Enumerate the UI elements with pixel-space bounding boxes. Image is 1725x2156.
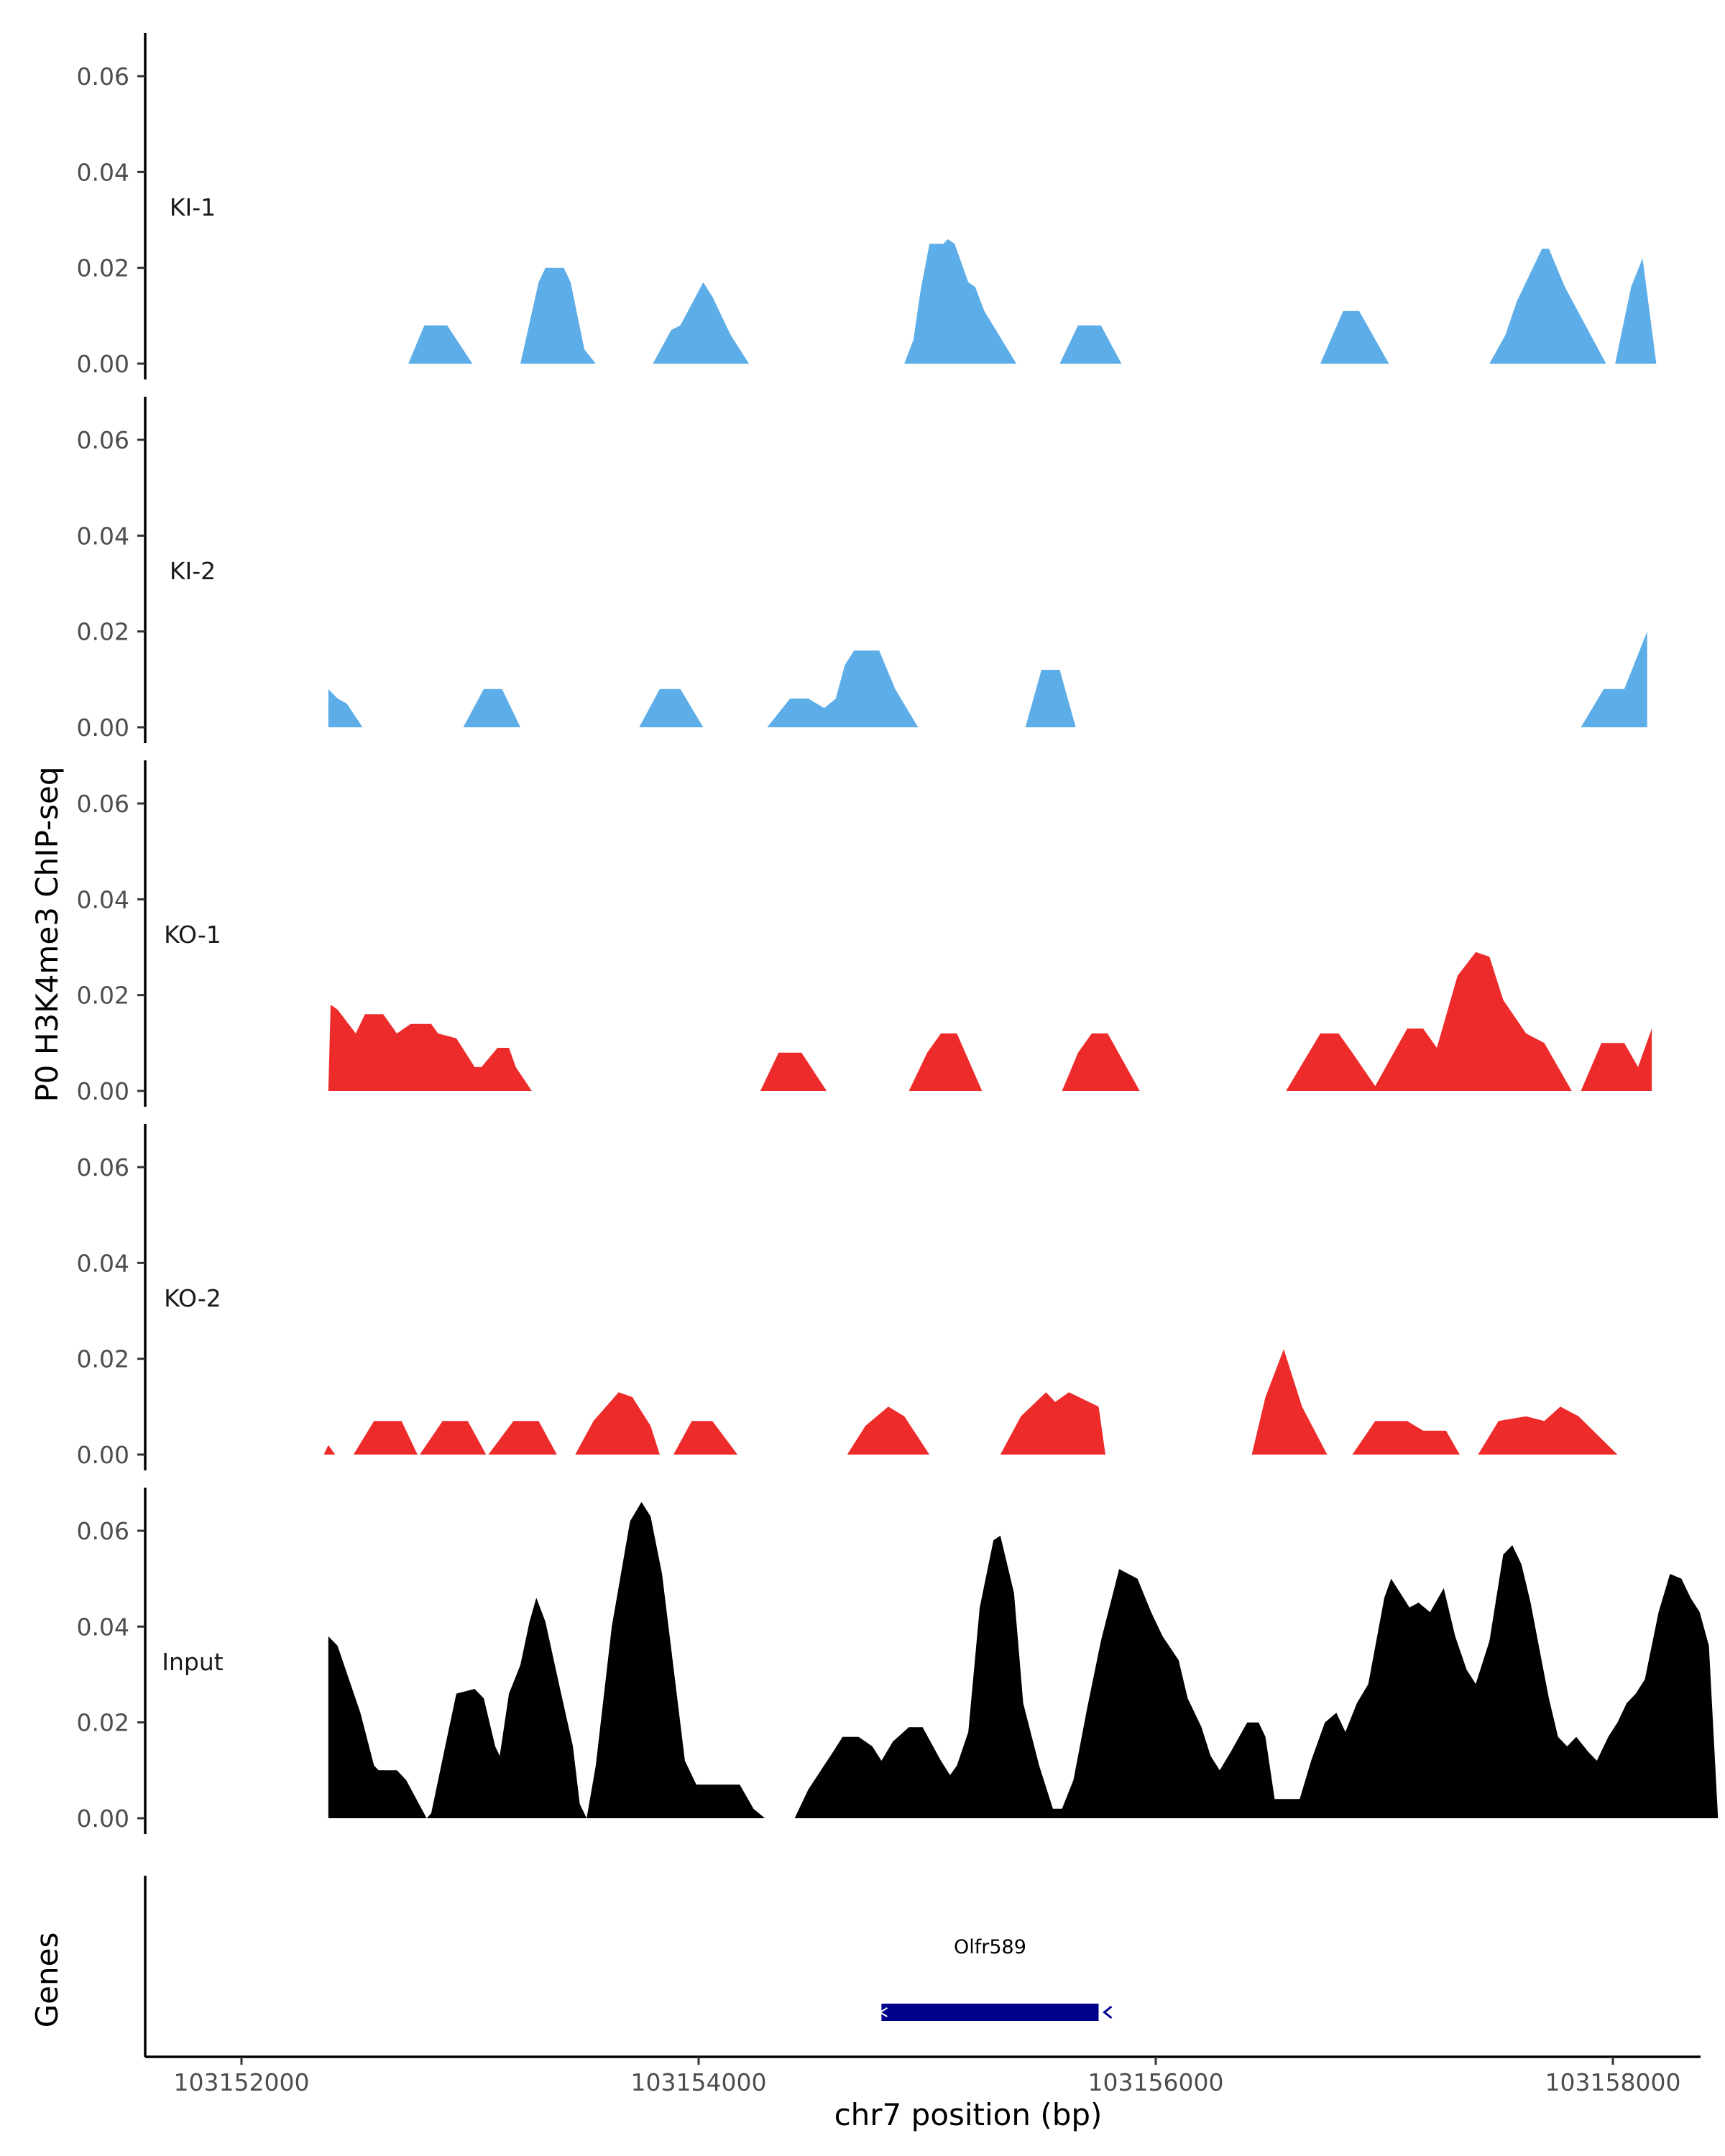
signal-area (1581, 1028, 1652, 1091)
y-tick-label: 0.02 (77, 982, 129, 1010)
y-tick-label: 0.00 (77, 1077, 129, 1105)
y-tick-label: 0.02 (77, 254, 129, 282)
y-tick-label: 0.04 (77, 1249, 129, 1277)
y-tick-label: 0.04 (77, 885, 129, 913)
signal-area (767, 650, 919, 727)
signal-area (904, 239, 1016, 364)
signal-area (1581, 631, 1647, 727)
y-tick-label: 0.04 (77, 1613, 129, 1641)
signal-area (328, 1502, 765, 1818)
signal-area (1286, 952, 1572, 1091)
signal-area (847, 1406, 930, 1455)
signal-area (1489, 249, 1606, 364)
panel-label: KO-1 (164, 921, 221, 949)
y-tick-label: 0.06 (77, 63, 129, 91)
x-tick-label: 103158000 (1545, 2068, 1681, 2096)
y-tick-label: 0.06 (77, 1153, 129, 1181)
signal-area (408, 325, 473, 364)
signal-area (1059, 325, 1122, 364)
panel-label: KI-2 (170, 557, 216, 585)
x-tick-label: 103152000 (174, 2068, 310, 2096)
panel-ki-1: 0.00 0.02 0.04 0.06 KI-1 (77, 33, 1657, 379)
signal-area (575, 1392, 660, 1455)
gene-body (881, 2004, 1099, 2021)
signal-area (323, 1445, 336, 1455)
signal-area (488, 1421, 557, 1455)
gene-label: Olfr589 (954, 1936, 1026, 1958)
panel-label: Input (162, 1648, 224, 1676)
signal-area (653, 282, 749, 364)
signal-area (908, 1033, 983, 1091)
signal-area (520, 267, 596, 364)
signal-area (1000, 1392, 1105, 1455)
signal-area (1615, 258, 1657, 364)
panel-ko-1: 0.00 0.02 0.04 0.06 KO-1 (77, 760, 1652, 1107)
x-axis-title: chr7 position (bp) (834, 2097, 1103, 2132)
y-tick-label: 0.04 (77, 158, 129, 186)
signal-area (794, 1535, 1719, 1818)
y-tick-label: 0.00 (77, 1441, 129, 1469)
strand-arrow-icon (878, 2007, 888, 2017)
genes-axis-title: Genes (29, 1932, 65, 2028)
gene-track: Olfr589 (144, 1876, 1113, 2057)
strand-arrow-icon (1103, 2005, 1113, 2019)
y-tick-label: 0.06 (77, 426, 129, 454)
x-tick-label: 103156000 (1088, 2068, 1224, 2096)
signal-area (1251, 1349, 1328, 1455)
signal-area (639, 688, 704, 727)
y-axis-title: P0 H3K4me3 ChIP-seq (29, 766, 65, 1102)
y-tick-label: 0.02 (77, 618, 129, 646)
panel-input: 0.00 0.02 0.04 0.06 Input (77, 1488, 1719, 1834)
signal-area (353, 1421, 418, 1455)
signal-area (1478, 1406, 1618, 1455)
signal-area (1320, 310, 1389, 364)
y-tick-label: 0.04 (77, 522, 129, 550)
y-tick-label: 0.00 (77, 350, 129, 378)
y-tick-label: 0.02 (77, 1345, 129, 1373)
y-tick-label: 0.00 (77, 714, 129, 742)
signal-area (328, 1005, 532, 1091)
y-tick-label: 0.02 (77, 1709, 129, 1737)
x-axis: 103152000 103154000 103156000 103158000 (145, 2055, 1701, 2096)
signal-area (1352, 1421, 1460, 1455)
signal-area (463, 688, 520, 727)
signal-area (1062, 1033, 1140, 1091)
signal-area (673, 1421, 738, 1455)
y-tick-label: 0.06 (77, 1517, 129, 1545)
panel-label: KO-2 (164, 1284, 221, 1312)
y-tick-label: 0.00 (77, 1805, 129, 1833)
panel-ko-2: 0.00 0.02 0.04 0.06 KO-2 (77, 1124, 1618, 1470)
panels-layer: 0.00 0.02 0.04 0.06 KI-1 0.00 0.02 0.04 0.06 KI-2… (77, 33, 1719, 1834)
signal-area (760, 1052, 827, 1091)
signal-area (1025, 670, 1076, 727)
panel-label: KI-1 (170, 193, 216, 221)
signal-area (420, 1421, 487, 1455)
x-tick-label: 103154000 (631, 2068, 767, 2096)
signal-area (328, 688, 363, 727)
panel-ki-2: 0.00 0.02 0.04 0.06 KI-2 (77, 397, 1647, 743)
y-tick-label: 0.06 (77, 790, 129, 818)
